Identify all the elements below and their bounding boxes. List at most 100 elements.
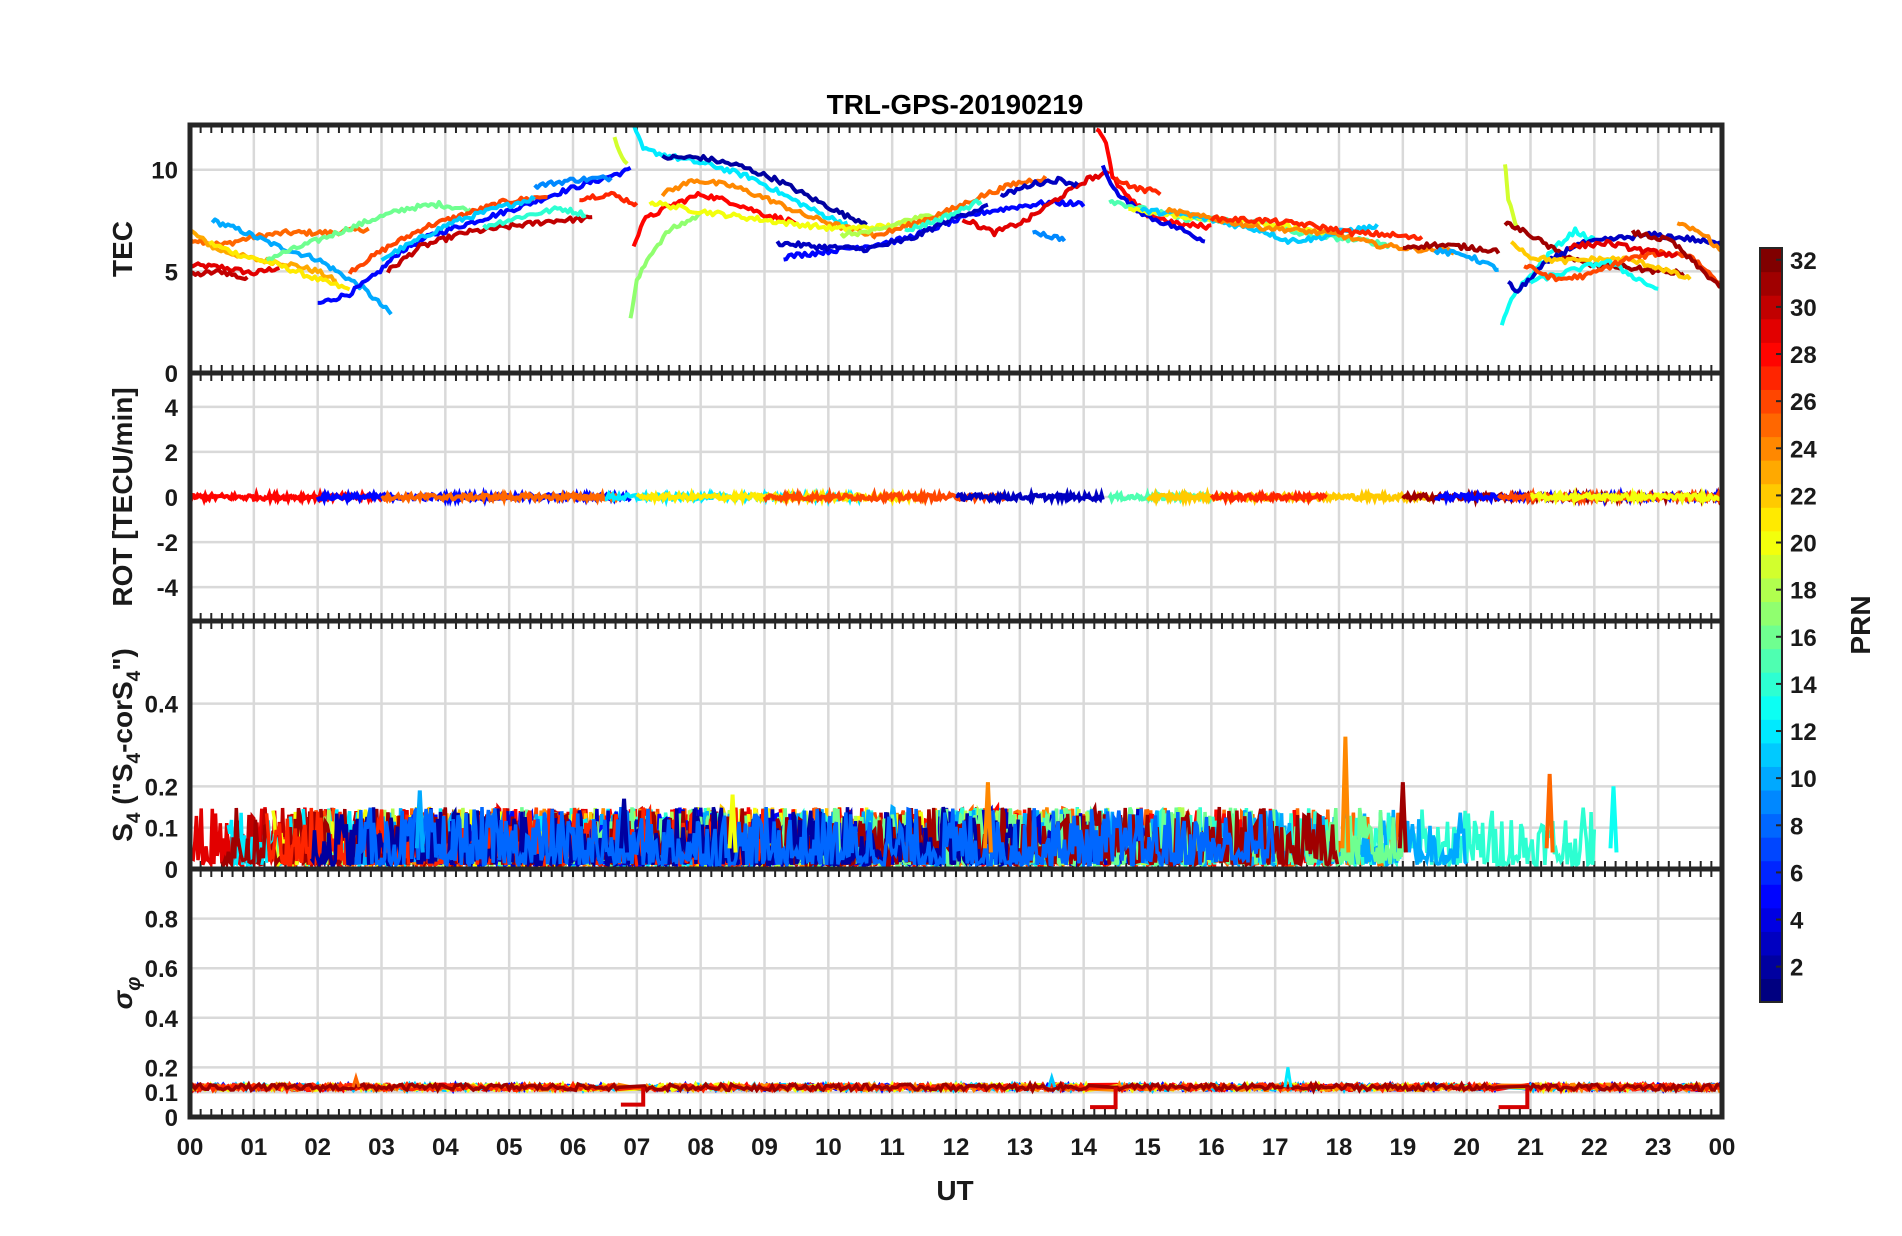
- colorbar-swatch: [1760, 412, 1782, 438]
- colorbar-swatch: [1760, 672, 1782, 697]
- sigma-line-prn-27: [190, 1080, 1722, 1095]
- y-tick-label: 0.1: [145, 1080, 178, 1107]
- colorbar-swatch: [1760, 742, 1782, 767]
- colorbar-tick-label: 22: [1790, 483, 1817, 510]
- rot-line-prn-25: [380, 487, 620, 507]
- series-line-prn-14: [904, 198, 983, 233]
- x-tick-label: 18: [1326, 1134, 1353, 1161]
- colorbar-swatch: [1760, 813, 1782, 838]
- colorbar-swatch: [1760, 248, 1782, 273]
- series-line-prn-30: [190, 268, 249, 282]
- colorbar-swatch: [1760, 554, 1782, 579]
- series-group: [190, 486, 1722, 508]
- y-tick-label: -2: [157, 530, 178, 557]
- series-line-prn-10: [1433, 247, 1499, 272]
- y-tick-label: 5: [165, 259, 178, 286]
- series-line-prn-29: [190, 261, 281, 277]
- x-tick-label: 19: [1389, 1134, 1416, 1161]
- colorbar-tick-label: 28: [1790, 342, 1817, 369]
- series-group: [190, 1067, 1722, 1110]
- x-tick-label: 00: [177, 1134, 204, 1161]
- x-tick-label: 03: [368, 1134, 395, 1161]
- grid: [188, 869, 1724, 1119]
- y-tick-label: 0: [165, 1105, 178, 1132]
- colorbar-swatch: [1760, 389, 1782, 414]
- series-line-prn-24: [660, 178, 875, 238]
- series-group: [190, 125, 1722, 326]
- x-tick-label: 05: [496, 1134, 523, 1161]
- colorbar-swatch: [1760, 695, 1782, 720]
- colorbar-swatch: [1760, 837, 1782, 862]
- rot-line-prn-3: [955, 486, 1105, 507]
- series-line-prn-25: [190, 225, 370, 247]
- x-axis: 00 01 02 03 04 05 06 07 08 09 10 11 12 13 14 15 16 17 18 19…: [177, 1134, 1736, 1161]
- sigma-line-prn-31: [190, 1079, 1722, 1095]
- colorbar-swatch: [1760, 577, 1782, 603]
- y-tick-label: 2: [165, 440, 178, 467]
- colorbar-tick-label: 26: [1790, 389, 1817, 416]
- series-group: [190, 736, 1619, 869]
- y-tick-label: 0.4: [145, 1006, 179, 1033]
- s4-spike: [1544, 773, 1555, 853]
- colorbar-frame: [1759, 247, 1783, 1003]
- colorbar-tick-label: 6: [1790, 860, 1803, 887]
- colorbar-swatch: [1760, 625, 1782, 650]
- series-line-prn-3: [999, 175, 1079, 198]
- colorbar-swatch: [1760, 460, 1782, 485]
- y-axis-label-sigma_phi: σφ: [107, 977, 145, 1010]
- x-tick-label: 09: [751, 1134, 778, 1161]
- colorbar-tick-label: 10: [1790, 766, 1817, 793]
- s4-spike: [414, 790, 425, 853]
- series-line-prn-30: [386, 214, 593, 274]
- series-line-prn-17: [628, 211, 703, 319]
- panel-rot: -4 -2 0 2 4 ROT [TECU/min]: [107, 370, 1725, 624]
- sigma-spike: [1283, 1067, 1293, 1088]
- x-tick-label: 20: [1453, 1134, 1480, 1161]
- colorbar-tick-label: 12: [1790, 719, 1817, 746]
- colorbar-swatch: [1760, 789, 1782, 815]
- x-tick-label: 14: [1070, 1134, 1097, 1161]
- x-tick-label: 23: [1645, 1134, 1672, 1161]
- series-line-prn-28: [631, 191, 798, 248]
- colorbar-swatch: [1760, 507, 1782, 532]
- y-tick-label: 0.2: [145, 774, 178, 801]
- colorbar-swatch: [1760, 954, 1782, 980]
- panel-s4: 0 0.1 0.2 0.4S4 ("S4-corS4"): [107, 618, 1725, 884]
- colorbar-swatch: [1760, 931, 1782, 956]
- y-tick-label: 0.2: [145, 1055, 178, 1082]
- y-axis-label-s4: S4 ("S4-corS4"): [107, 648, 145, 842]
- series-line-prn-21: [208, 240, 351, 292]
- series-line-prn-22: [1509, 240, 1692, 281]
- series-line-prn-29: [961, 170, 1111, 238]
- s4-spike: [619, 798, 630, 853]
- colorbar-tick-label: 20: [1790, 531, 1817, 558]
- series-line-prn-2: [661, 153, 868, 227]
- colorbar-tick-label: 8: [1790, 813, 1803, 840]
- x-tick-label: 11: [879, 1134, 904, 1161]
- sigma-spike: [1047, 1072, 1057, 1088]
- s4-spike: [1608, 786, 1619, 853]
- colorbar-swatch: [1760, 295, 1782, 320]
- colorbar-swatch: [1760, 648, 1782, 673]
- chart-title: TRL-GPS-20190219: [827, 89, 1084, 120]
- y-tick-label: 4: [165, 395, 179, 422]
- series-line-prn-19: [612, 136, 629, 166]
- x-tick-label: 15: [1134, 1134, 1161, 1161]
- rot-line-prn-27: [1209, 488, 1328, 507]
- colorbar-tick-label: 30: [1790, 295, 1817, 322]
- x-axis-label: UT: [936, 1175, 973, 1206]
- x-tick-label: 00: [1709, 1134, 1736, 1161]
- colorbar-swatch: [1760, 365, 1782, 390]
- x-tick-label: 22: [1581, 1134, 1608, 1161]
- series-line-prn-5: [317, 166, 632, 305]
- s4-spike: [1340, 736, 1351, 853]
- colorbar-swatch: [1760, 766, 1782, 791]
- y-axis-label-rot: ROT [TECU/min]: [107, 387, 138, 606]
- x-tick-label: 04: [432, 1134, 459, 1161]
- y-tick-label: 0.8: [145, 907, 178, 934]
- series-line-prn-16: [265, 200, 473, 262]
- series-line-prn-27: [1114, 176, 1162, 196]
